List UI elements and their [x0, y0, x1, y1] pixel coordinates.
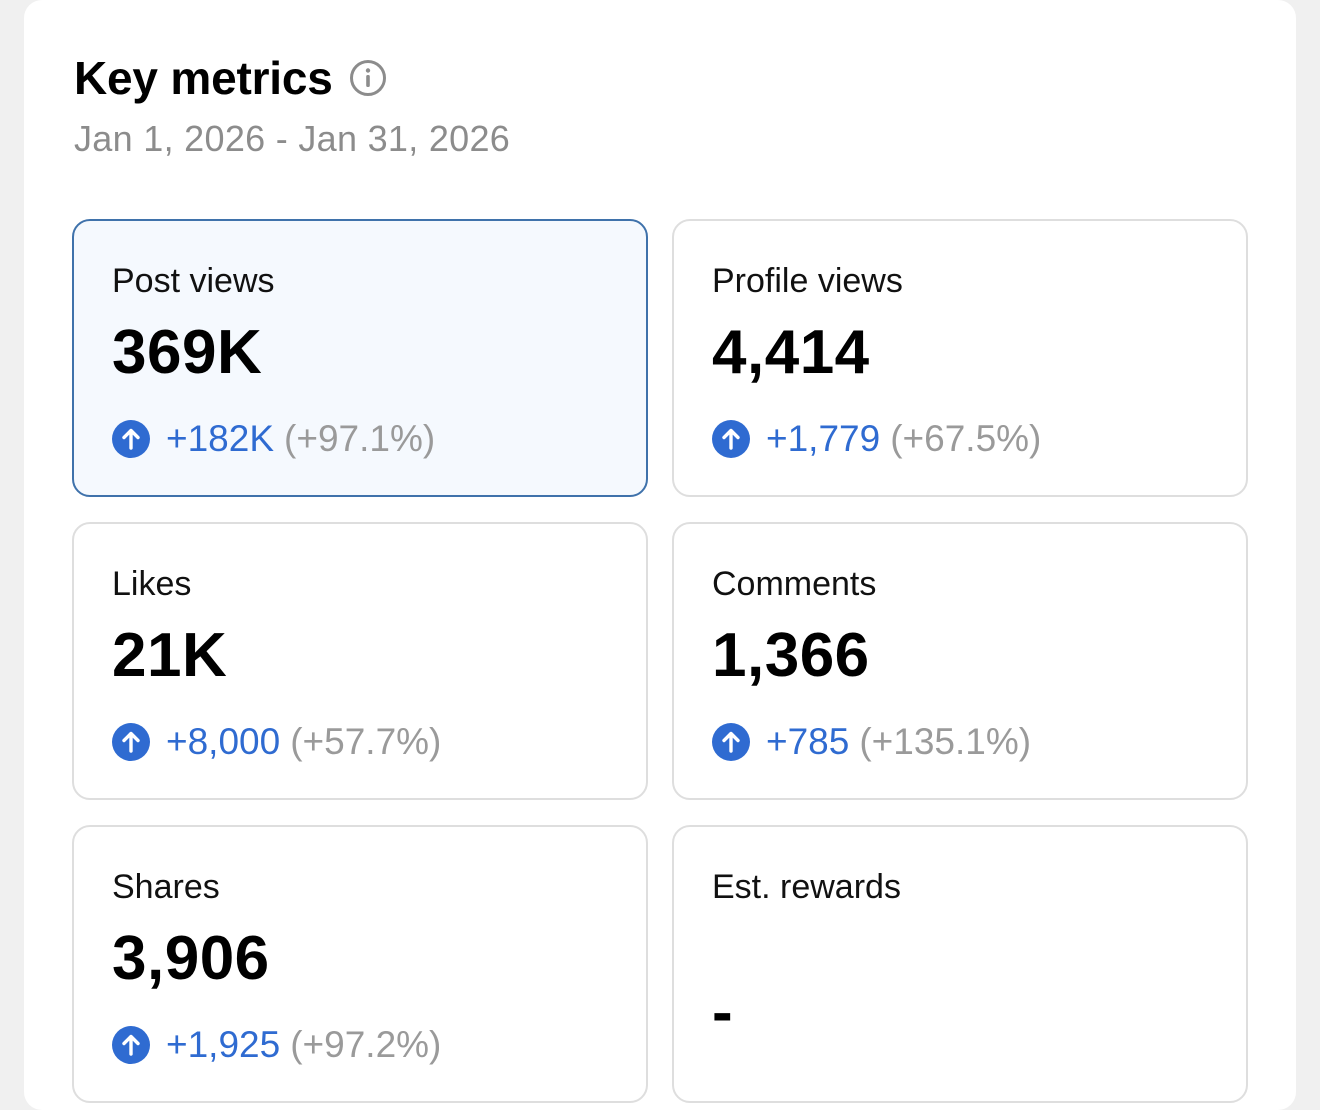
arrow-up-circle-icon — [712, 420, 750, 458]
page-title: Key metrics — [74, 52, 333, 104]
metrics-grid: Post views 369K +182K (+97.1%) Profile v… — [72, 219, 1248, 1103]
metric-change: +182K (+97.1%) — [112, 415, 435, 463]
metric-label: Profile views — [712, 262, 903, 300]
metric-percent: (+57.7%) — [290, 721, 442, 762]
metric-label: Post views — [112, 262, 275, 300]
metric-percent: (+135.1%) — [859, 721, 1032, 762]
metric-card-est-rewards[interactable]: Est. rewards - — [672, 825, 1248, 1103]
metric-label: Likes — [112, 565, 192, 603]
metric-delta: +182K — [166, 418, 275, 459]
metric-value: 369K — [112, 318, 263, 387]
metric-delta: +785 — [766, 721, 850, 762]
metric-percent: (+67.5%) — [890, 418, 1042, 459]
metric-card-post-views[interactable]: Post views 369K +182K (+97.1%) — [72, 219, 648, 497]
metric-value: 21K — [112, 621, 228, 690]
metric-change: +1,779 (+67.5%) — [712, 415, 1041, 463]
metric-value: - — [712, 978, 733, 1047]
metric-label: Comments — [712, 565, 877, 603]
metric-value: 4,414 — [712, 318, 870, 387]
metric-percent: (+97.2%) — [290, 1024, 442, 1065]
metric-percent: (+97.1%) — [284, 418, 436, 459]
metric-value: 3,906 — [112, 924, 270, 993]
info-icon[interactable] — [349, 59, 387, 97]
key-metrics-header: Key metrics Jan 1, 2026 - Jan 31, 2026 — [74, 48, 510, 160]
metric-card-profile-views[interactable]: Profile views 4,414 +1,779 (+67.5%) — [672, 219, 1248, 497]
metric-change: +1,925 (+97.2%) — [112, 1021, 441, 1069]
metric-label: Shares — [112, 868, 220, 906]
arrow-up-circle-icon — [112, 1026, 150, 1064]
metric-change: +785 (+135.1%) — [712, 718, 1031, 766]
title-row: Key metrics — [74, 48, 510, 108]
metric-card-shares[interactable]: Shares 3,906 +1,925 (+97.2%) — [72, 825, 648, 1103]
metric-value: 1,366 — [712, 621, 870, 690]
metric-label: Est. rewards — [712, 868, 901, 906]
arrow-up-circle-icon — [112, 420, 150, 458]
metric-card-comments[interactable]: Comments 1,366 +785 (+135.1%) — [672, 522, 1248, 800]
arrow-up-circle-icon — [112, 723, 150, 761]
metric-card-likes[interactable]: Likes 21K +8,000 (+57.7%) — [72, 522, 648, 800]
date-range: Jan 1, 2026 - Jan 31, 2026 — [74, 118, 511, 159]
metric-delta: +8,000 — [166, 721, 281, 762]
metric-delta: +1,925 — [166, 1024, 281, 1065]
metric-delta: +1,779 — [766, 418, 881, 459]
metric-change: +8,000 (+57.7%) — [112, 718, 441, 766]
arrow-up-circle-icon — [712, 723, 750, 761]
